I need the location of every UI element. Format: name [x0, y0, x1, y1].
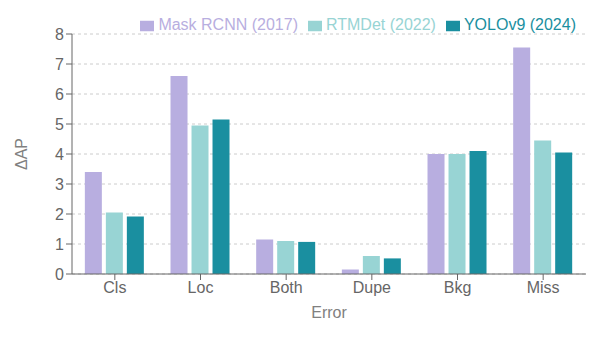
- svg-text:2: 2: [55, 206, 64, 223]
- svg-text:0: 0: [55, 266, 64, 283]
- html-text:Mask RCNN (2017): Mask RCNN (2017): [158, 16, 298, 33]
- svg-text:5: 5: [55, 116, 64, 133]
- svg-text:Miss: Miss: [527, 279, 560, 296]
- svg-text:Bkg: Bkg: [444, 279, 472, 296]
- html-text:RTMDet (2022): RTMDet (2022): [326, 16, 436, 33]
- svg-text:ΔAP: ΔAP: [13, 138, 30, 170]
- svg-text:6: 6: [55, 86, 64, 103]
- svg-text:8: 8: [55, 26, 64, 43]
- svg-text:Both: Both: [270, 279, 303, 296]
- svg-text:1: 1: [55, 236, 64, 253]
- svg-text:7: 7: [55, 56, 64, 73]
- svg-text:Cls: Cls: [103, 279, 126, 296]
- html-text:YOLOv9 (2024): YOLOv9 (2024): [463, 16, 576, 33]
- svg-text:Loc: Loc: [188, 279, 214, 296]
- svg-text:4: 4: [55, 146, 64, 163]
- svg-text:Error: Error: [311, 304, 347, 321]
- svg-text:Dupe: Dupe: [353, 279, 391, 296]
- svg-text:3: 3: [55, 176, 64, 193]
